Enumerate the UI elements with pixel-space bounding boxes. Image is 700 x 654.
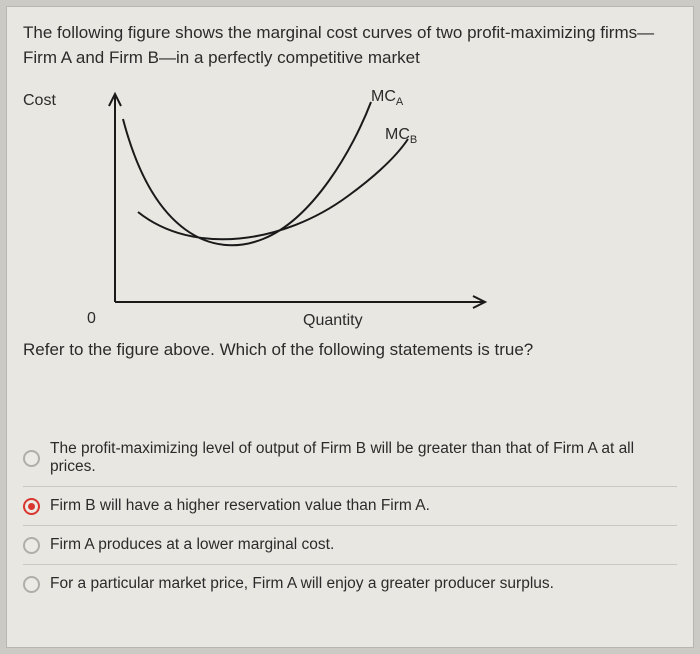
x-axis-label: Quantity: [303, 312, 363, 330]
chart-svg: [103, 84, 533, 320]
curve-b-label: MCB: [385, 126, 417, 146]
curve-mc-a: [123, 102, 371, 245]
option-label: Firm A produces at a lower marginal cost…: [50, 536, 334, 554]
intro-line-1: The following figure shows the marginal …: [23, 23, 654, 42]
radio-icon[interactable]: [23, 537, 40, 554]
intro-text: The following figure shows the marginal …: [23, 21, 677, 70]
curve-a-label-sub: A: [396, 96, 403, 108]
curve-a-label-main: MC: [371, 88, 396, 105]
option-3[interactable]: For a particular market price, Firm A wi…: [23, 565, 677, 603]
y-axis-label: Cost: [23, 92, 56, 110]
option-1[interactable]: Firm B will have a higher reservation va…: [23, 487, 677, 526]
origin-label: 0: [87, 310, 96, 328]
options-list: The profit-maximizing level of output of…: [23, 430, 677, 603]
question-panel: The following figure shows the marginal …: [6, 6, 694, 648]
option-label: For a particular market price, Firm A wi…: [50, 575, 554, 593]
question-text: Refer to the figure above. Which of the …: [23, 340, 677, 360]
radio-icon[interactable]: [23, 450, 40, 467]
curve-a-label: MCA: [371, 88, 403, 108]
radio-icon[interactable]: [23, 576, 40, 593]
cost-chart: Cost MCA MCB 0 Quantity: [23, 78, 553, 338]
curve-b-label-sub: B: [410, 134, 417, 146]
option-2[interactable]: Firm A produces at a lower marginal cost…: [23, 526, 677, 565]
intro-line-2: Firm A and Firm B—in a perfectly competi…: [23, 48, 420, 67]
option-0[interactable]: The profit-maximizing level of output of…: [23, 430, 677, 487]
radio-icon[interactable]: [23, 498, 40, 515]
option-label: The profit-maximizing level of output of…: [50, 440, 677, 476]
curve-b-label-main: MC: [385, 126, 410, 143]
option-label: Firm B will have a higher reservation va…: [50, 497, 430, 515]
